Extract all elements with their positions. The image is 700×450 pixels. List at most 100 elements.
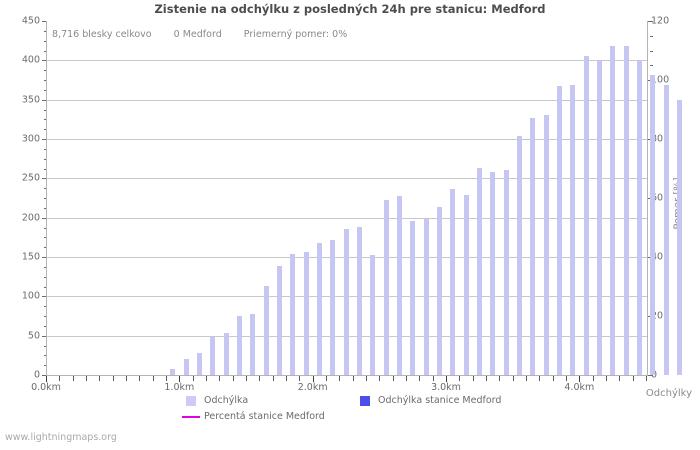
legend-label-odchylka: Odchýlka: [204, 395, 249, 406]
bar[interactable]: [196, 352, 202, 375]
bar[interactable]: [676, 99, 682, 375]
y-axis-left-tick: [42, 296, 47, 298]
x-axis-minor-tick: [632, 376, 634, 381]
y-axis-left-minor-tick: [44, 30, 47, 32]
y-axis-left-minor-tick: [44, 316, 47, 317]
bar[interactable]: [663, 84, 669, 375]
y-axis-left-minor-tick: [44, 286, 47, 288]
x-axis-minor-tick: [272, 376, 274, 381]
bar[interactable]: [636, 60, 642, 375]
x-axis-minor-tick: [299, 376, 301, 381]
bar[interactable]: [236, 316, 242, 375]
y-axis-right-minor-tick: [650, 65, 653, 67]
bar[interactable]: [223, 332, 229, 375]
x-axis-minor-tick: [539, 376, 541, 381]
x-axis-minor-tick: [432, 376, 434, 381]
bar[interactable]: [396, 195, 402, 375]
y-axis-left-minor-tick: [44, 80, 47, 81]
y-axis-left-minor-tick: [44, 119, 47, 121]
page-title: Zistenie na odchýlku z posledných 24h pr…: [154, 2, 546, 16]
x-axis-minor-tick: [459, 376, 461, 381]
bar[interactable]: [583, 56, 589, 375]
y-axis-left-ticks: [41, 21, 47, 376]
bar[interactable]: [383, 200, 389, 375]
bar[interactable]: [596, 60, 602, 375]
x-axis-tick-label: 0.0km: [31, 382, 61, 393]
bar[interactable]: [356, 227, 362, 375]
x-axis-minor-tick: [339, 376, 341, 381]
bar[interactable]: [476, 168, 482, 375]
subcaption-total: 8,716 blesky celkovo: [52, 29, 152, 40]
y-axis-right-tick-label: 80: [651, 133, 664, 145]
y-axis-left-minor-tick: [44, 276, 47, 278]
bar[interactable]: [450, 189, 456, 375]
bar[interactable]: [570, 84, 576, 375]
x-axis-labels: 0.0km 1.0km 2.0km 3.0km 4.0km: [0, 382, 700, 396]
x-axis-minor-tick: [512, 376, 514, 381]
y-axis-left-tick: [42, 21, 47, 22]
bar[interactable]: [276, 265, 282, 375]
bar[interactable]: [556, 85, 562, 375]
y-axis-right-labels: 0 20 40 60 80 100 120: [651, 16, 695, 379]
bar[interactable]: [623, 46, 629, 375]
y-axis-left-tick-label: 250: [21, 172, 40, 184]
bar[interactable]: [436, 206, 442, 375]
y-axis-left-minor-tick: [44, 306, 47, 308]
x-axis-minor-tick: [646, 376, 647, 381]
legend-item-percenta-stanice[interactable]: Percentá stanice Medford: [182, 411, 325, 422]
x-axis-minor-tick: [259, 376, 261, 381]
bar[interactable]: [610, 46, 616, 375]
y-axis-right-minor-tick: [650, 35, 653, 37]
bar[interactable]: [343, 228, 349, 375]
y-axis-left-labels: 0 50 100 150 200 250 300 350 400 450: [6, 16, 40, 379]
bar[interactable]: [263, 286, 269, 375]
x-axis-title: Odchýlky: [645, 388, 692, 399]
x-axis-minor-tick: [486, 376, 487, 381]
x-axis-minor-tick: [552, 376, 554, 381]
bar[interactable]: [250, 314, 256, 375]
x-axis-tick-label: 2.0km: [297, 382, 328, 393]
bar[interactable]: [516, 135, 522, 375]
x-axis-minor-tick: [59, 376, 61, 381]
legend-item-odchylka[interactable]: Odchýlka: [186, 395, 248, 406]
x-axis-major-tick: [46, 376, 47, 382]
x-axis-minor-tick: [286, 376, 287, 381]
bar[interactable]: [543, 115, 549, 375]
bar[interactable]: [316, 242, 322, 375]
legend-label-odchylka-stanice: Odchýlka stanice Medford: [378, 395, 502, 406]
bar[interactable]: [210, 337, 216, 375]
y-axis-left-tick: [42, 60, 47, 62]
bar[interactable]: [303, 251, 309, 375]
y-axis-left-tick-label: 200: [21, 211, 40, 223]
bar[interactable]: [330, 239, 336, 375]
bar[interactable]: [490, 172, 496, 375]
bar[interactable]: [290, 253, 296, 375]
bar[interactable]: [410, 220, 416, 375]
y-axis-left-tick: [42, 139, 47, 140]
x-axis-minor-tick: [352, 376, 354, 381]
y-axis-right-tick-label: 0: [651, 370, 691, 380]
y-axis-left-minor-tick: [44, 365, 47, 367]
y-axis-left-minor-tick: [44, 70, 47, 72]
bar[interactable]: [530, 117, 536, 375]
x-axis-minor-tick: [499, 376, 501, 381]
y-axis-left-tick: [42, 99, 47, 101]
x-axis-minor-tick: [366, 376, 367, 381]
bar[interactable]: [503, 169, 509, 375]
bar[interactable]: [423, 219, 429, 375]
y-axis-left-tick-label: 350: [21, 93, 40, 105]
bar[interactable]: [183, 359, 189, 375]
x-axis-minor-tick: [152, 376, 154, 381]
bar[interactable]: [170, 368, 176, 375]
legend-item-odchylka-stanice[interactable]: Odchýlka stanice Medford: [360, 395, 501, 406]
x-axis-minor-tick: [206, 376, 207, 381]
x-axis-minor-tick: [526, 376, 527, 381]
bar[interactable]: [370, 254, 376, 375]
gridline: [47, 99, 647, 101]
y-axis-right-tick-label: 100: [651, 74, 670, 86]
bar[interactable]: [650, 74, 656, 375]
bar[interactable]: [463, 194, 469, 375]
x-axis-minor-tick: [406, 376, 407, 381]
y-axis-right-tick-label: 20: [651, 310, 664, 322]
